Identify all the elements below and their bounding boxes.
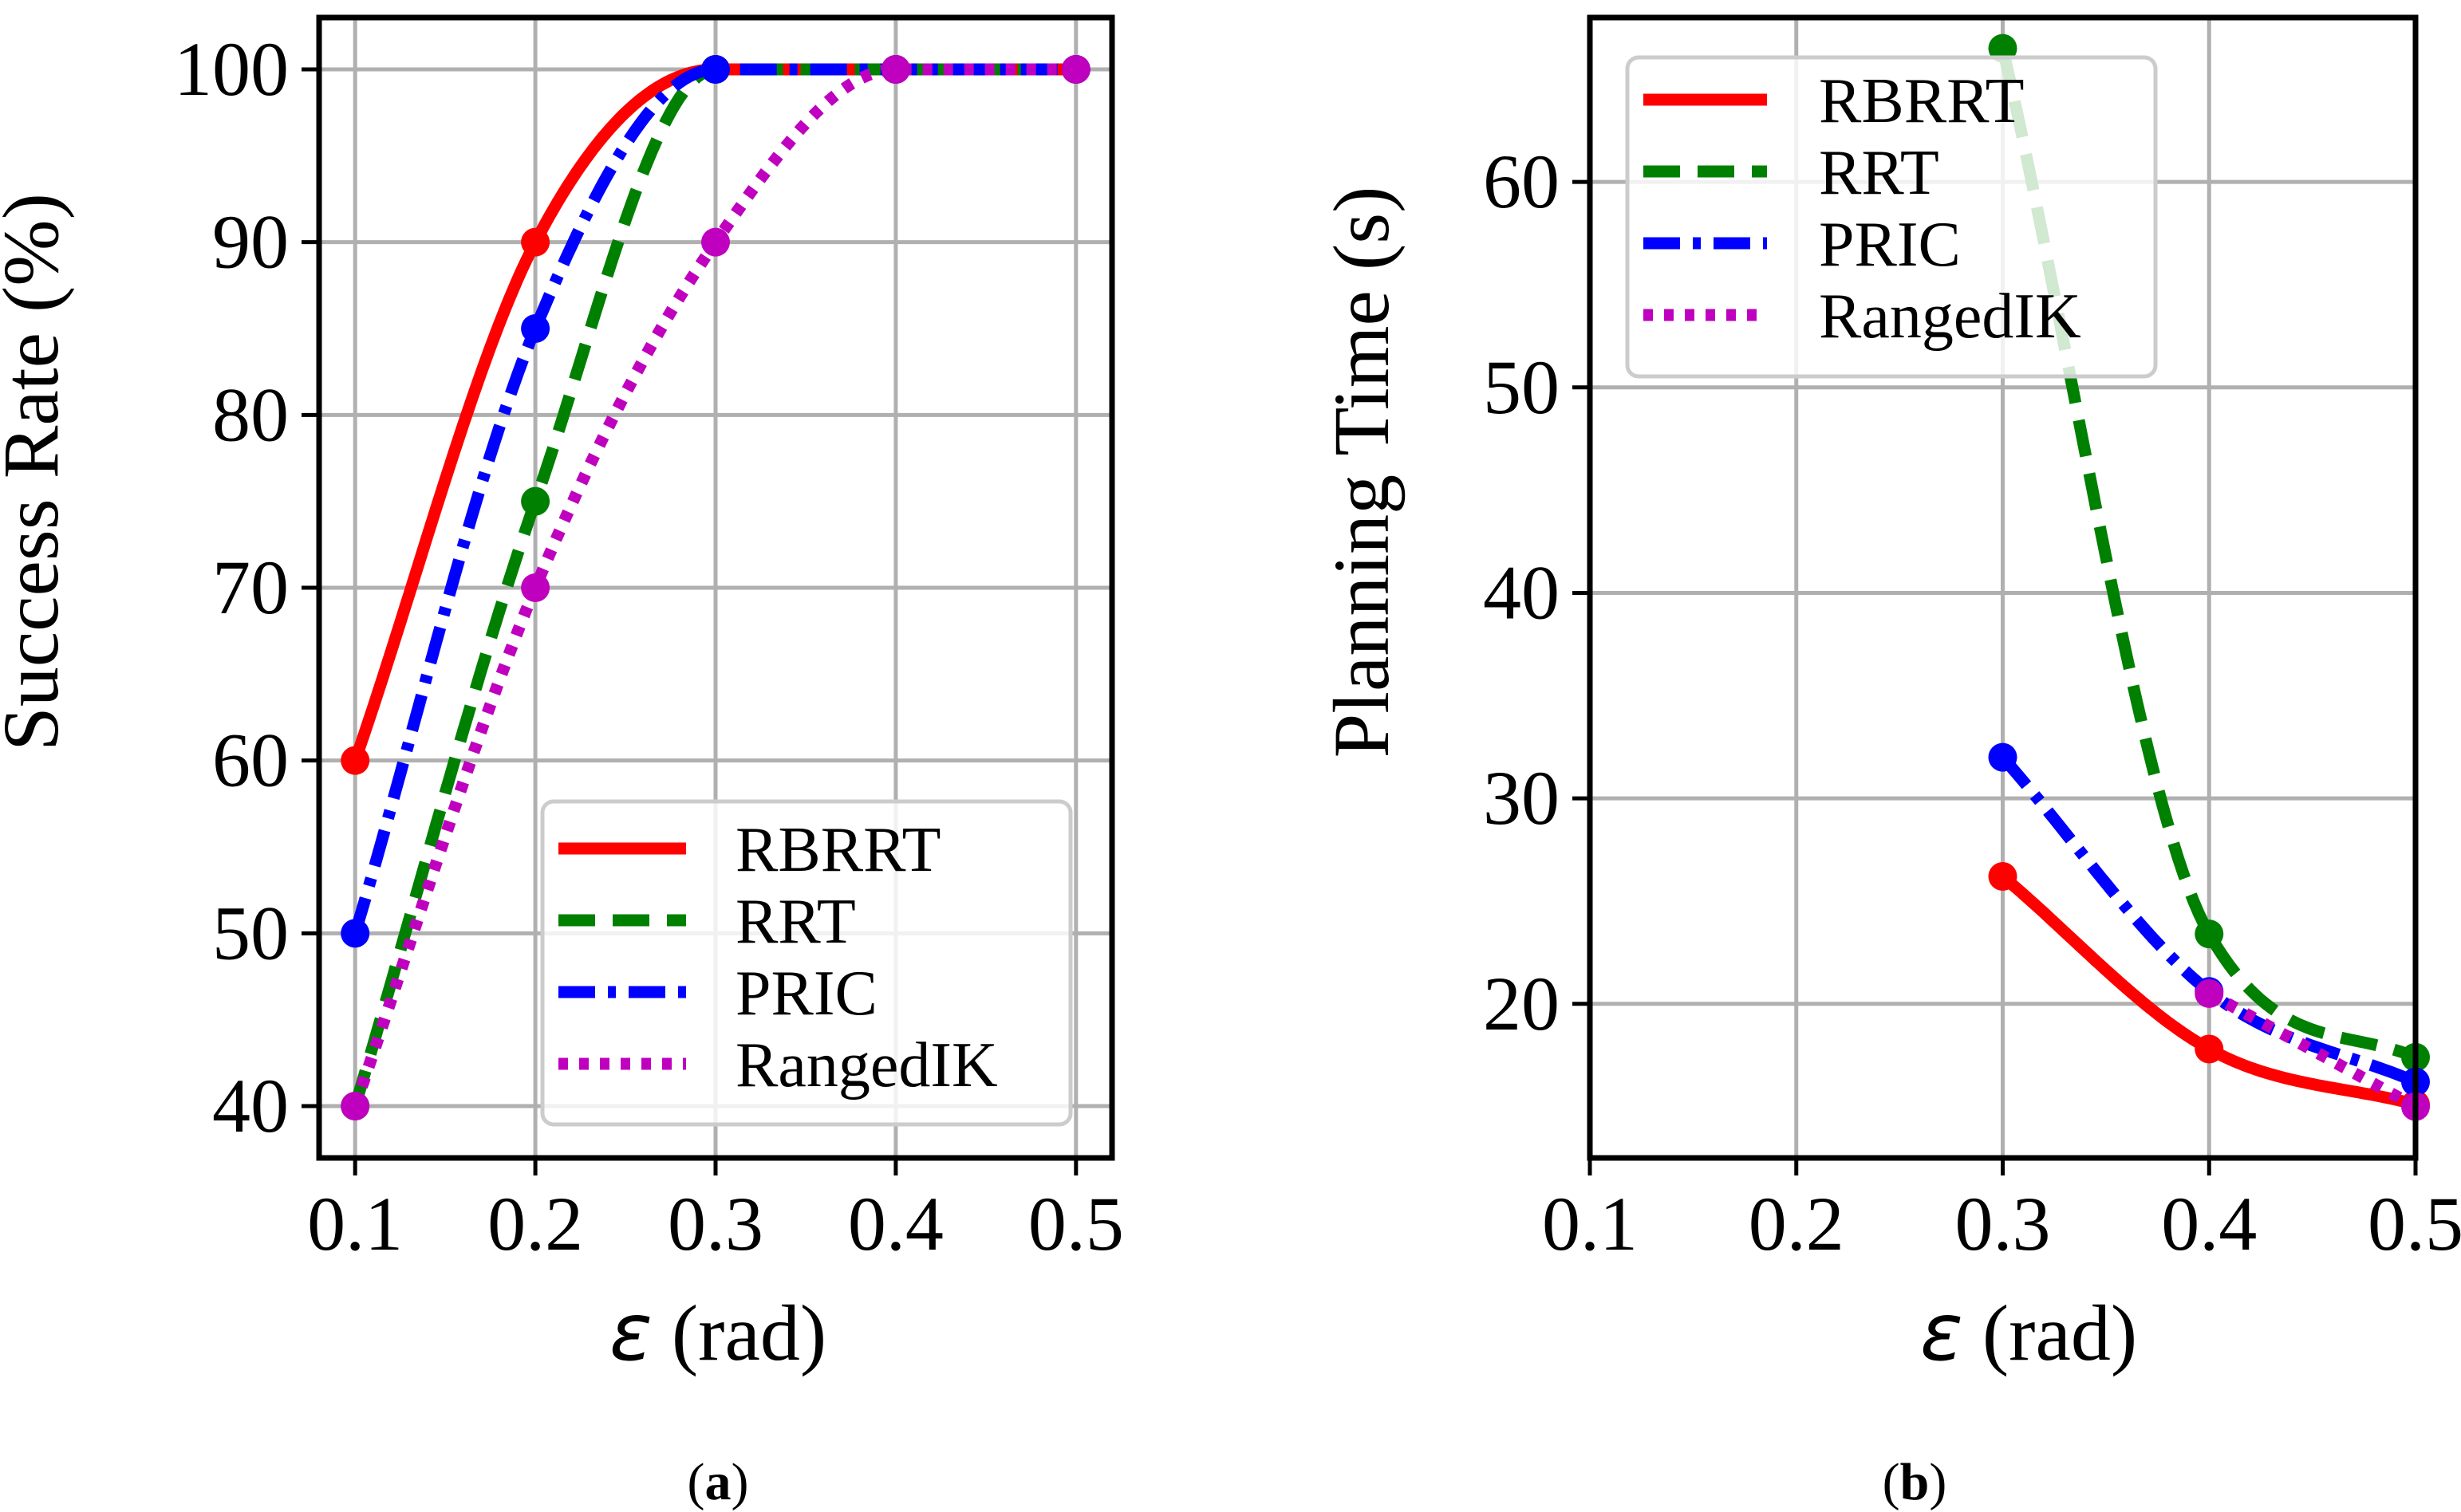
legend-label: RangedIK: [1819, 282, 2081, 352]
panel-a-markers: [341, 55, 1090, 1120]
panel-b-ticks: 0.1 0.2 0.3 0.4 0.5 20 30 40 50 60: [1483, 139, 2461, 1266]
legend-label: RRT: [736, 887, 856, 957]
y-tick-label: 40: [1483, 549, 1560, 635]
y-tick-label: 90: [212, 199, 289, 285]
data-point-pric: [701, 55, 730, 84]
series-line-rrt: [1997, 46, 2418, 1063]
panel-b-caption: (b): [1883, 1453, 1947, 1511]
x-tick-label: 0.3: [668, 1181, 763, 1266]
data-point-rangedik: [521, 573, 550, 602]
y-tick-label: 100: [174, 26, 289, 112]
x-tick-label: 0.1: [307, 1181, 403, 1266]
data-point-rrt: [2195, 919, 2224, 949]
x-tick-label: 0.1: [1542, 1181, 1638, 1266]
panel-a-x-axis-title: ε (rad): [609, 1286, 826, 1379]
panel-a-epsilon-symbol: ε: [609, 1286, 653, 1379]
legend-box: [1625, 55, 2158, 379]
data-point-rbrrt: [521, 227, 550, 257]
data-point-rangedik: [701, 227, 730, 257]
data-point-rbrrt: [1988, 862, 2017, 892]
panel-a-y-axis-title: Success Rate (%): [0, 193, 75, 751]
data-point-rbrrt: [341, 746, 370, 775]
y-tick-label: 60: [212, 718, 289, 803]
y-tick-label: 50: [1483, 345, 1560, 430]
panel-b-x-axis-title: ε (rad): [1920, 1286, 2137, 1379]
legend-label: RangedIK: [736, 1030, 998, 1101]
y-tick-label: 20: [1483, 961, 1560, 1046]
panel-a-x-axis-unit: (rad): [672, 1289, 826, 1377]
panel-a-caption: (a): [688, 1453, 749, 1511]
x-tick-label: 0.2: [487, 1181, 583, 1266]
y-tick-label: 60: [1483, 139, 1560, 224]
panel-a-ticks: 0.1 0.2 0.3 0.4 0.5 40 50 60 70 80 90 100: [174, 26, 1124, 1266]
legend-label: PRIC: [736, 959, 878, 1029]
data-point-pric: [521, 314, 550, 343]
x-tick-label: 0.5: [2368, 1181, 2461, 1266]
y-tick-label: 70: [212, 545, 289, 630]
x-tick-label: 0.3: [1955, 1181, 2051, 1266]
legend-label: PRIC: [1819, 210, 1961, 280]
data-point-pric: [1988, 742, 2017, 772]
panel-b-y-axis-title: Planning Time (s): [1317, 187, 1406, 758]
series-line-pric: [349, 63, 1076, 935]
data-point-rangedik: [341, 1092, 370, 1120]
data-point-rrt: [521, 486, 550, 516]
y-tick-label: 30: [1483, 755, 1560, 841]
panel-b-epsilon-symbol: ε: [1920, 1286, 1963, 1379]
legend-label: RBRRT: [1819, 66, 2025, 136]
x-tick-label: 0.4: [848, 1181, 944, 1266]
series-line-rangedik: [2206, 988, 2419, 1112]
legend-label: RRT: [1819, 138, 1939, 208]
legend-box: [540, 799, 1073, 1127]
panel-a-success-rate: 0.1 0.2 0.3 0.4 0.5 40 50 60 70 80 90 100 RBRRTRRTP…: [0, 14, 1124, 1511]
y-tick-label: 50: [212, 890, 289, 975]
data-point-rangedik: [881, 55, 910, 84]
data-point-rbrrt: [2195, 1034, 2224, 1064]
data-point-rangedik: [2195, 978, 2224, 1008]
legend-label: RBRRT: [736, 815, 941, 885]
x-tick-label: 0.2: [1749, 1181, 1844, 1266]
x-tick-label: 0.5: [1028, 1181, 1124, 1266]
y-tick-label: 40: [212, 1063, 289, 1148]
data-point-pric: [341, 919, 370, 948]
data-point-rangedik: [1061, 55, 1090, 84]
panel-b-planning-time: 0.1 0.2 0.3 0.4 0.5 20 30 40 50 60 RBRRTRRTPRICRa…: [1317, 14, 2461, 1511]
panel-b-x-axis-unit: (rad): [1982, 1289, 2137, 1377]
x-tick-label: 0.4: [2161, 1181, 2257, 1266]
y-tick-label: 80: [212, 372, 289, 457]
